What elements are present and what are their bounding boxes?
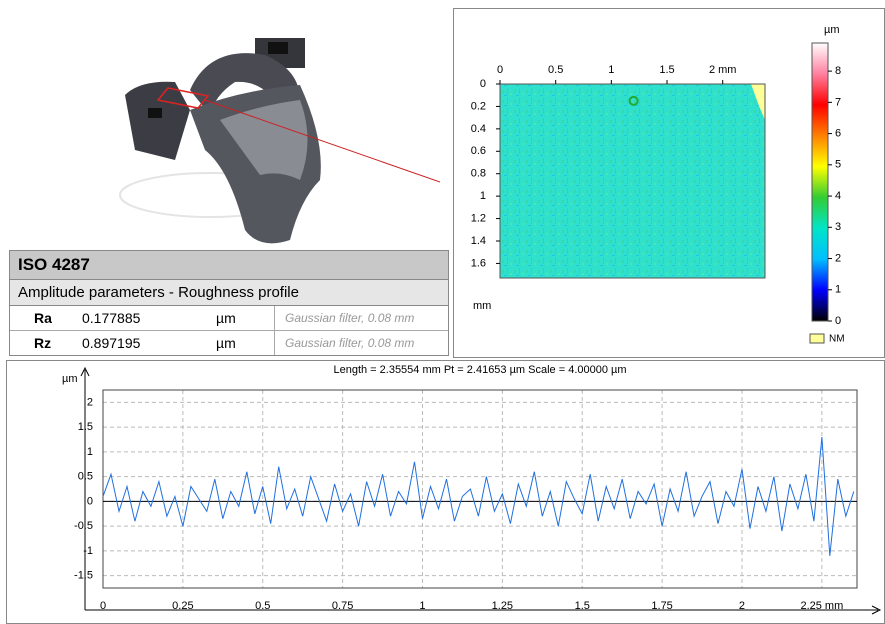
table-row: Rz 0.897195 µm Gaussian filter, 0.08 mm <box>10 331 448 355</box>
colorbar-tick-label: 8 <box>835 65 841 77</box>
table-title: ISO 4287 <box>10 251 448 280</box>
x-tick-label: 0.75 <box>332 600 353 612</box>
nm-region <box>751 84 765 120</box>
y-tick-label: 0.8 <box>471 168 486 180</box>
param-name: Ra <box>34 310 52 326</box>
y-tick-label: 1.2 <box>471 212 486 224</box>
y-tick-label: 0 <box>480 78 486 90</box>
profile-line <box>102 436 855 556</box>
chart-title: Length = 2.35554 mm Pt = 2.41653 µm Scal… <box>333 364 626 376</box>
y-axis-label: mm <box>473 300 491 312</box>
x-tick-label: 2.25 mm <box>800 600 843 612</box>
x-tick-label: 1.5 <box>575 600 590 612</box>
x-tick-label: 0.5 <box>255 600 270 612</box>
x-tick-label: 1.75 <box>651 600 672 612</box>
map-surface <box>500 84 765 278</box>
y-tick-label: -0.5 <box>74 520 93 532</box>
plot-frame <box>102 389 858 589</box>
y-tick-label: 0.2 <box>471 100 486 112</box>
x-tick-label: 1.5 <box>659 64 674 76</box>
table-subtitle: Amplitude parameters - Roughness profile <box>10 280 448 306</box>
y-axis-arrow <box>80 366 90 377</box>
param-note: Gaussian filter, 0.08 mm <box>285 311 415 325</box>
x-tick-label: 1 <box>608 64 614 76</box>
param-value: 0.177885 <box>82 310 141 326</box>
param-unit: µm <box>202 331 275 355</box>
nm-label: NM <box>829 334 845 345</box>
colorbar-tick-label: 4 <box>835 190 841 202</box>
profile-chart: Length = 2.35554 mm Pt = 2.41653 µm Scal… <box>6 360 885 624</box>
colorbar-tick-label: 6 <box>835 127 841 139</box>
colorbar-tick-label: 7 <box>835 96 841 108</box>
x-tick-label: 0.25 <box>172 600 193 612</box>
x-tick-label: 0.5 <box>548 64 563 76</box>
x-tick-label: 0 <box>497 64 503 76</box>
param-unit: µm <box>202 306 275 330</box>
colorbar-tick-label: 0 <box>835 315 841 327</box>
y-axis-label: µm <box>62 373 78 385</box>
y-tick-label: 1 <box>87 446 93 458</box>
map-frame <box>499 83 766 279</box>
table-row: Ra 0.177885 µm Gaussian filter, 0.08 mm <box>10 306 448 331</box>
x-tick-label: 1 <box>419 600 425 612</box>
y-tick-label: 1.6 <box>471 257 486 269</box>
height-map: 0 0.5 1 1.5 2 mm 0 0.2 0.4 0.6 0.8 1 1.2 1.4 1.6 mm 0 1 2… <box>453 8 885 358</box>
colorbar <box>811 42 829 322</box>
parameter-table: ISO 4287 Amplitude parameters - Roughnes… <box>9 250 449 356</box>
colorbar-tick-label: 1 <box>835 284 841 296</box>
param-value: 0.897195 <box>82 335 141 351</box>
y-tick-label: 1.4 <box>471 235 486 247</box>
surface-defect <box>628 95 639 106</box>
y-tick-label: 2 <box>87 396 93 408</box>
x-tick-label: 1.25 <box>492 600 513 612</box>
y-tick-label: 0.4 <box>471 123 486 135</box>
colorbar-label: µm <box>824 24 840 36</box>
y-tick-label: 0.6 <box>471 145 486 157</box>
colorbar-tick-label: 5 <box>835 159 841 171</box>
y-tick-label: -1.5 <box>74 570 93 582</box>
x-axis-arrow <box>871 605 882 615</box>
colorbar-tick-label: 3 <box>835 221 841 233</box>
x-tick-label: 2 <box>739 600 745 612</box>
part-image <box>119 38 440 244</box>
x-tick-label: 2 mm <box>709 64 737 76</box>
param-note: Gaussian filter, 0.08 mm <box>285 336 415 350</box>
y-tick-label: 0 <box>87 495 93 507</box>
colorbar-tick-label: 2 <box>835 252 841 264</box>
y-tick-label: 1 <box>480 190 486 202</box>
nm-swatch <box>809 333 825 344</box>
param-name: Rz <box>34 335 52 351</box>
x-tick-label: 0 <box>100 600 106 612</box>
y-tick-label: -1 <box>83 545 93 557</box>
